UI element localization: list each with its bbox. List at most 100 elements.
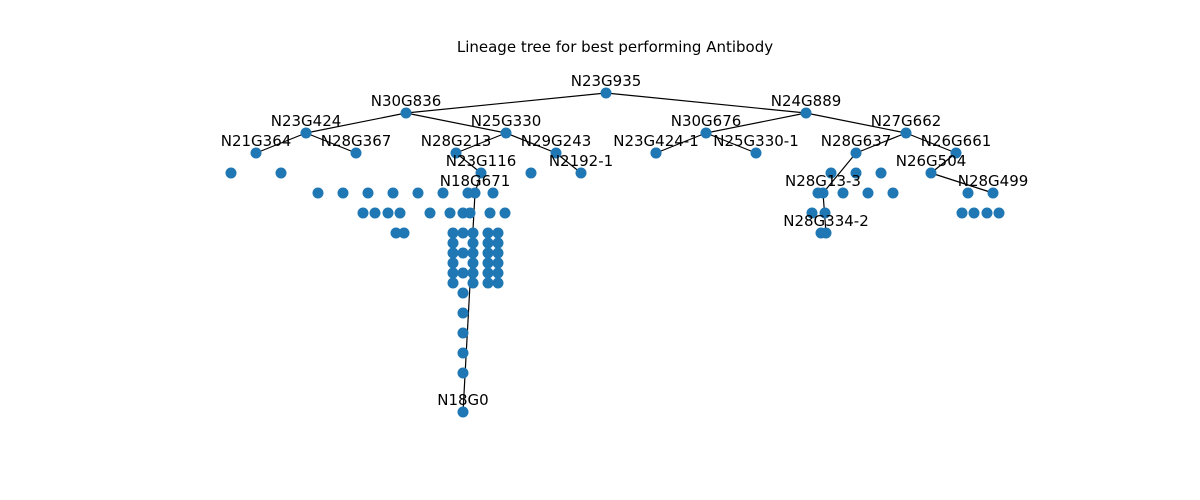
tree-node-dense xyxy=(467,257,479,269)
tree-node-dense xyxy=(487,187,499,199)
node-label: N28G367 xyxy=(321,132,392,150)
tree-node-dense xyxy=(462,187,474,199)
tree-node-dense xyxy=(457,367,469,379)
node-label: N27G662 xyxy=(871,112,942,130)
tree-node-dense xyxy=(444,207,456,219)
tree-node xyxy=(600,87,612,99)
label-layer: N23G935 N30G836 N24G889 N23G424 N25G330 N30G6… xyxy=(221,72,1029,409)
node-label: N23G424-1 xyxy=(613,132,699,150)
tree-node-dense xyxy=(819,207,831,219)
tree-node xyxy=(500,127,512,139)
tree-edge xyxy=(705,132,757,154)
tree-node-dense xyxy=(382,207,394,219)
tree-node xyxy=(457,406,469,418)
node-label: N30G836 xyxy=(371,92,442,110)
diagram-title: Lineage tree for best performing Antibod… xyxy=(457,38,773,56)
tree-node-dense xyxy=(447,267,459,279)
tree-edge xyxy=(905,132,957,154)
tree-node-dense xyxy=(457,227,469,239)
tree-node-dense xyxy=(447,257,459,269)
tree-edge xyxy=(705,112,807,134)
tree-node-dense xyxy=(467,267,479,279)
tree-node-dense xyxy=(467,237,479,249)
tree-node-dense xyxy=(815,227,827,239)
tree-node-dense xyxy=(457,267,469,279)
tree-node-dense xyxy=(993,207,1005,219)
tree-node-dense xyxy=(492,227,504,239)
tree-node-dense xyxy=(457,287,469,299)
tree-node-dense xyxy=(482,257,494,269)
tree-node-dense xyxy=(492,277,504,289)
node-label: N28G213 xyxy=(421,132,492,150)
tree-node-dense xyxy=(467,247,479,259)
tree-node xyxy=(700,127,712,139)
tree-node-dense xyxy=(825,167,837,179)
tree-edge xyxy=(405,112,507,134)
tree-node-dense xyxy=(467,277,479,289)
tree-node-dense xyxy=(482,277,494,289)
tree-node-dense xyxy=(875,167,887,179)
tree-node xyxy=(350,147,362,159)
tree-node xyxy=(850,147,862,159)
tree-node xyxy=(300,127,312,139)
tree-node-dense xyxy=(482,267,494,279)
tree-node-dense xyxy=(650,147,662,159)
tree-node-dense xyxy=(369,207,381,219)
tree-node-dense xyxy=(862,187,874,199)
tree-edge xyxy=(822,152,857,194)
tree-node-dense xyxy=(499,207,511,219)
tree-node xyxy=(400,107,412,119)
tree-node xyxy=(900,127,912,139)
tree-node-dense xyxy=(482,247,494,259)
tree-node-dense xyxy=(457,307,469,319)
tree-node xyxy=(950,147,962,159)
tree-node xyxy=(450,147,462,159)
node-label: N18G0 xyxy=(437,391,488,409)
tree-node-dense xyxy=(484,207,496,219)
tree-node-dense xyxy=(968,207,980,219)
node-label: N29G243 xyxy=(521,132,592,150)
tree-node xyxy=(750,147,762,159)
tree-edge xyxy=(655,132,707,154)
node-layer xyxy=(225,87,1005,418)
tree-edge xyxy=(805,112,907,134)
tree-node-dense xyxy=(447,227,459,239)
tree-node xyxy=(987,187,999,199)
tree-node-dense xyxy=(525,167,537,179)
tree-node xyxy=(800,107,812,119)
tree-node-dense xyxy=(412,187,424,199)
tree-node-dense xyxy=(492,267,504,279)
tree-node-dense xyxy=(312,187,324,199)
tree-node-dense xyxy=(398,227,410,239)
tree-node-dense xyxy=(225,167,237,179)
node-label: N26G661 xyxy=(921,132,992,150)
tree-node-dense xyxy=(362,187,374,199)
tree-node-dense xyxy=(467,227,479,239)
tree-edge xyxy=(305,132,357,154)
tree-edge xyxy=(930,172,994,194)
tree-node-dense xyxy=(464,207,476,219)
tree-edge xyxy=(455,132,507,154)
tree-node-dense xyxy=(390,227,402,239)
tree-edge xyxy=(305,112,407,134)
tree-node xyxy=(925,167,937,179)
tree-node-dense xyxy=(981,207,993,219)
node-label: N28G637 xyxy=(821,132,892,150)
tree-node-dense xyxy=(394,207,406,219)
tree-node-dense xyxy=(457,247,469,259)
tree-node xyxy=(250,147,262,159)
tree-node-dense xyxy=(962,187,974,199)
tree-edge xyxy=(405,92,607,114)
tree-node-dense xyxy=(447,237,459,249)
tree-edge xyxy=(855,132,907,154)
tree-node-dense xyxy=(482,237,494,249)
tree-node xyxy=(550,147,562,159)
node-label: N25G330-1 xyxy=(713,132,799,150)
tree-node-dense xyxy=(457,327,469,339)
node-label: N23G116 xyxy=(446,152,517,170)
tree-node-dense xyxy=(437,187,449,199)
tree-node-dense xyxy=(492,247,504,259)
tree-edge xyxy=(605,92,807,114)
tree-node xyxy=(475,167,487,179)
node-label: N2192-1 xyxy=(549,152,613,170)
